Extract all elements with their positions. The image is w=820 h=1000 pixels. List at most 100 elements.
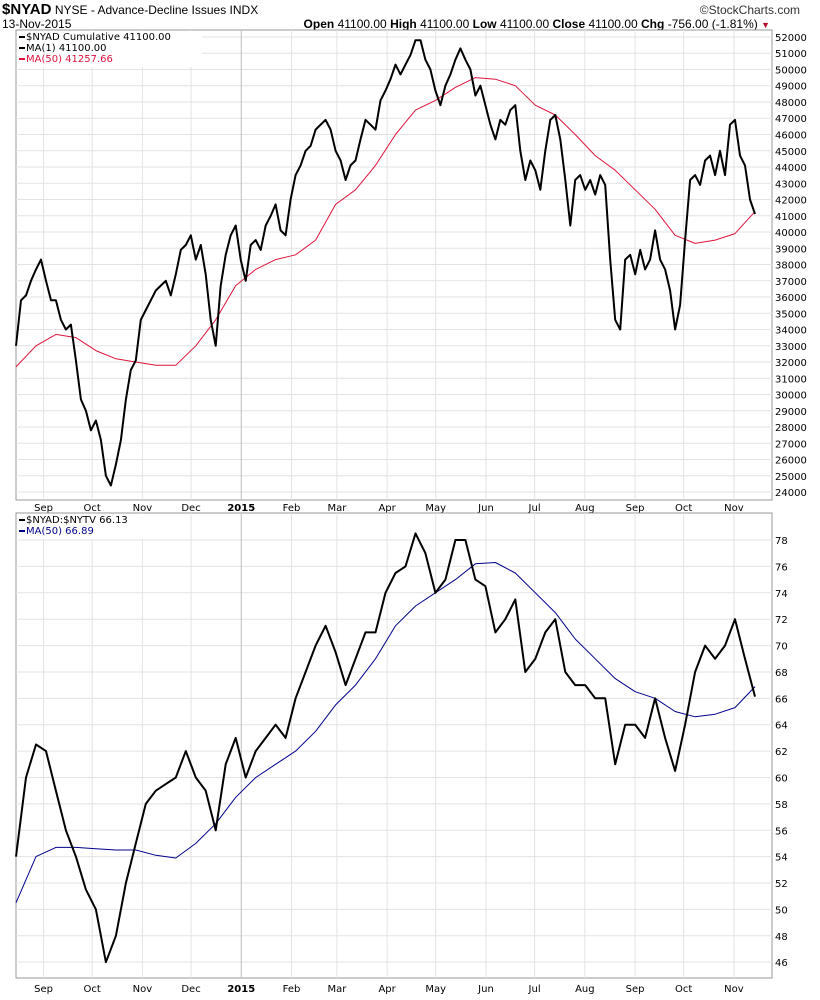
y-tick-label: 46 <box>775 958 788 969</box>
x-tick-label: Sep <box>34 984 53 995</box>
down-triangle-icon: ▼ <box>761 20 770 30</box>
x-tick-label: 2015 <box>227 984 255 995</box>
low-label: Low <box>472 17 497 31</box>
x-tick-label: Nov <box>133 984 153 995</box>
x-tick-label: Dec <box>181 984 200 995</box>
y-tick-label: 46000 <box>775 130 807 141</box>
y-tick-label: 32000 <box>775 358 807 369</box>
y-tick-label: 70 <box>775 642 788 653</box>
y-tick-label: 47000 <box>775 114 807 125</box>
x-tick-label: Jul <box>528 984 541 995</box>
y-tick-label: 52 <box>775 879 788 890</box>
y-tick-label: 45000 <box>775 147 807 158</box>
x-tick-label: Oct <box>84 984 101 995</box>
x-tick-label: Apr <box>378 984 396 995</box>
x-tick-label: Sep <box>626 503 645 514</box>
y-tick-label: 35000 <box>775 309 807 320</box>
y-tick-label: 76 <box>775 562 788 573</box>
y-tick-label: 30000 <box>775 391 807 402</box>
symbol: $NYAD <box>2 1 52 18</box>
plot-area <box>15 512 773 979</box>
y-tick-label: 43000 <box>775 179 807 190</box>
ohlc-summary: Open 41100.00 High 41100.00 Low 41100.00… <box>304 17 770 31</box>
legend-entry: MA(1) 41100.00 <box>26 43 107 54</box>
x-tick-label: Mar <box>327 984 347 995</box>
y-tick-label: 27000 <box>775 439 807 450</box>
y-tick-label: 56 <box>775 826 788 837</box>
y-tick-label: 48 <box>775 932 788 943</box>
x-tick-label: Sep <box>34 503 53 514</box>
close-value: 41100.00 <box>588 17 638 31</box>
y-tick-label: 50000 <box>775 65 807 76</box>
x-tick-label: Nov <box>724 503 744 514</box>
y-tick-label: 28000 <box>775 423 807 434</box>
y-tick-label: 54 <box>775 853 788 864</box>
open-value: 41100.00 <box>337 17 387 31</box>
close-label: Close <box>552 17 586 31</box>
y-tick-label: 48000 <box>775 98 807 109</box>
y-tick-label: 68 <box>775 668 788 679</box>
low-value: 41100.00 <box>499 17 550 31</box>
y-tick-label: 49000 <box>775 82 807 93</box>
x-tick-label: Aug <box>575 503 595 514</box>
series-line--nyad-nytv <box>15 532 756 964</box>
x-tick-label: May <box>425 503 446 514</box>
y-tick-label: 29000 <box>775 407 807 418</box>
y-tick-label: 52000 <box>775 33 807 44</box>
x-tick-label: Oct <box>84 503 101 514</box>
x-tick-label: Apr <box>378 503 396 514</box>
x-tick-label: May <box>425 984 446 995</box>
y-tick-label: 74 <box>775 589 788 600</box>
y-tick-label: 36000 <box>775 293 807 304</box>
y-tick-label: 66 <box>775 694 788 705</box>
legend-entry: MA(50) 66.89 <box>26 526 94 537</box>
x-tick-label: Feb <box>283 503 301 514</box>
x-tick-label: Jun <box>477 503 494 514</box>
legend-entry: MA(50) 41257.66 <box>26 54 113 65</box>
y-tick-label: 33000 <box>775 342 807 353</box>
y-tick-label: 78 <box>775 536 788 547</box>
x-tick-label: Feb <box>283 984 301 995</box>
x-tick-label: Jul <box>528 503 541 514</box>
copyright: ©StockCharts.com <box>699 3 800 17</box>
x-tick-label: 2015 <box>227 503 255 514</box>
series-line--nyad-cumulative <box>15 39 756 487</box>
y-tick-label: 44000 <box>775 163 807 174</box>
y-tick-label: 60 <box>775 773 788 784</box>
y-tick-label: 58 <box>775 800 788 811</box>
y-tick-label: 62 <box>775 747 788 758</box>
y-tick-label: 50 <box>775 905 788 916</box>
y-tick-label: 31000 <box>775 374 807 385</box>
symbol-name: NYSE - Advance-Decline Issues INDX <box>54 3 259 17</box>
y-tick-label: 38000 <box>775 261 807 272</box>
y-tick-label: 72 <box>775 615 788 626</box>
legend-background <box>17 31 202 67</box>
series-line-ma-50- <box>15 562 756 903</box>
open-label: Open <box>303 17 335 31</box>
x-tick-label: Mar <box>327 503 347 514</box>
high-value: 41100.00 <box>420 17 470 31</box>
y-tick-label: 64 <box>775 721 788 732</box>
legend-background <box>17 514 157 539</box>
series-line-ma-50- <box>15 77 756 368</box>
y-tick-label: 41000 <box>775 212 807 223</box>
y-tick-label: 25000 <box>775 472 807 483</box>
date: 13-Nov-2015 <box>2 17 72 31</box>
chart-title: $NYAD NYSE - Advance-Decline Issues INDX <box>2 1 258 18</box>
chg-label: Chg <box>641 17 665 31</box>
legend-entry: $NYAD Cumulative 41100.00 <box>26 32 171 43</box>
x-tick-label: Nov <box>133 503 153 514</box>
y-tick-label: 39000 <box>775 244 807 255</box>
y-tick-label: 40000 <box>775 228 807 239</box>
x-tick-label: Sep <box>626 984 645 995</box>
y-tick-label: 37000 <box>775 277 807 288</box>
x-tick-label: Nov <box>724 984 744 995</box>
x-tick-label: Oct <box>675 503 692 514</box>
panel-1: 24000 25000 26000 27000 28000 29000 30000 31000… <box>15 29 807 514</box>
x-tick-label: Dec <box>181 503 200 514</box>
y-tick-label: 26000 <box>775 456 807 467</box>
